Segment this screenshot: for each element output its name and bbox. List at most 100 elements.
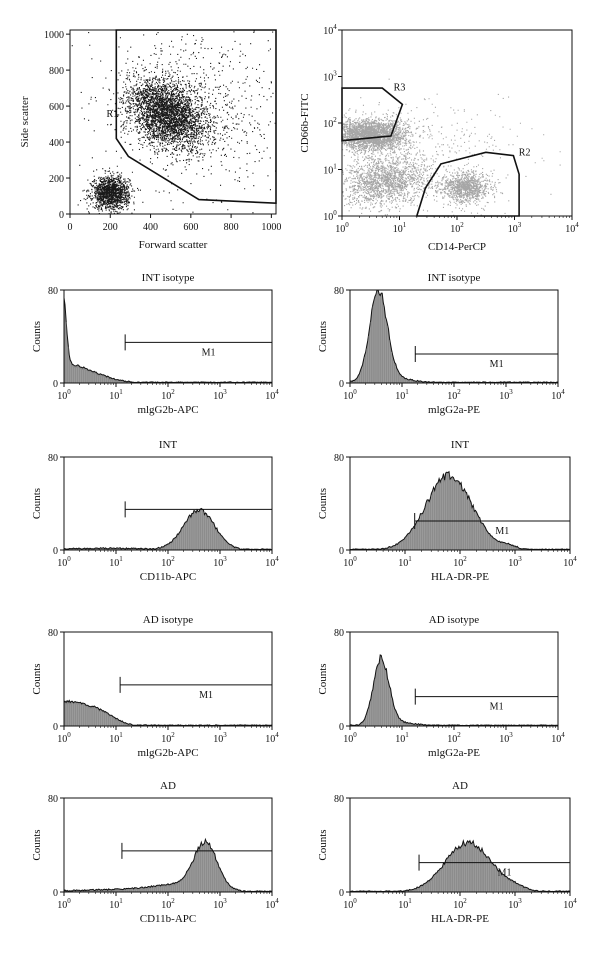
y-tick-label: 103 [323, 70, 337, 84]
marker-m1 [124, 501, 272, 518]
x-tick-label: 104 [265, 731, 279, 745]
x-axis-label: CD11b-APC [140, 571, 196, 583]
x-tick-label: 400 [143, 222, 158, 233]
plot-area [350, 470, 570, 550]
plot-frame [63, 456, 273, 551]
x-tick-label: 100 [335, 221, 349, 235]
y-tick-label: 400 [49, 138, 64, 149]
x-tick-label: 200 [103, 222, 118, 233]
y-tick-label: 1000 [44, 30, 64, 41]
x-tick-label: 101 [398, 897, 412, 911]
x-tick-label: 103 [213, 731, 227, 745]
histogram-texture [350, 473, 570, 550]
x-axis-label: mlgG2a-PE [428, 404, 480, 416]
histogram-texture [350, 657, 558, 726]
chart-title: INT [451, 439, 470, 451]
plot-area [64, 699, 272, 726]
x-tick-label: 100 [57, 731, 71, 745]
x-tick-label: 101 [109, 731, 123, 745]
x-tick-label: 102 [453, 555, 467, 569]
x-axis-label: HLA-DR-PE [431, 571, 489, 583]
x-tick-label: 103 [213, 897, 227, 911]
x-tick-label: 100 [343, 388, 357, 402]
x-axis-label: CD11b-APC [140, 913, 196, 925]
y-tick-label: 0 [53, 546, 58, 557]
y-tick-label: 100 [323, 209, 337, 223]
plot-area [350, 839, 570, 892]
chart-int-isotype-mlgg2a: M1 100 101 102 103 104 0 80 INT isotype mlgG2a-PE… [317, 272, 565, 416]
histogram-area [64, 297, 272, 383]
y-tick-label: 0 [339, 888, 344, 899]
histogram-area [64, 699, 272, 726]
chart-fsc-ssc: R1 0 200 400 600 800 1000 0 200 400 600 800 1000 Forw… [19, 29, 281, 251]
marker-m1 [418, 854, 570, 871]
chart-ad-cd11b: 100 101 102 103 104 0 80 AD CD11b-APC Counts [31, 780, 279, 925]
y-tick-label: 0 [59, 210, 64, 221]
y-axis-label: Counts [317, 663, 329, 694]
y-tick-label: 800 [49, 66, 64, 77]
histogram-area [64, 837, 272, 892]
x-tick-label: 102 [450, 221, 464, 235]
x-axis-label: Forward scatter [139, 239, 208, 251]
chart-ad-hla-dr: M1 100 101 102 103 104 0 80 AD HLA-DR-PE Counts [317, 780, 577, 925]
x-tick-label: 102 [447, 388, 461, 402]
chart-title: AD [452, 780, 468, 792]
y-axis-label: CD66b-FITC [299, 93, 311, 152]
x-axis-label: CD14-PerCP [428, 241, 486, 253]
x-tick-label: 103 [213, 555, 227, 569]
marker-label: M1 [202, 347, 216, 358]
y-tick-label: 0 [53, 379, 58, 390]
chart-title: AD isotype [429, 614, 480, 626]
gate-label-r3: R3 [394, 82, 406, 93]
histogram-area [64, 507, 272, 550]
x-axis-label: mlgG2b-APC [137, 747, 198, 759]
x-tick-label: 101 [109, 897, 123, 911]
marker-label: M1 [498, 868, 512, 879]
x-tick-label: 104 [565, 221, 579, 235]
marker-m1 [414, 688, 558, 705]
y-tick-label: 80 [48, 794, 58, 805]
x-tick-label: 101 [109, 388, 123, 402]
chart-title: AD [160, 780, 176, 792]
y-tick-label: 80 [48, 286, 58, 297]
histogram-texture [64, 703, 272, 726]
y-tick-label: 0 [53, 722, 58, 733]
x-tick-label: 102 [161, 555, 175, 569]
y-tick-label: 0 [53, 888, 58, 899]
scatter-points [71, 30, 276, 214]
marker-m1 [414, 512, 570, 529]
y-tick-label: 80 [334, 794, 344, 805]
x-tick-label: 101 [393, 221, 407, 235]
marker-m1 [121, 842, 272, 859]
scatter-points [342, 78, 561, 216]
x-tick-label: 102 [161, 897, 175, 911]
x-tick-label: 100 [57, 897, 71, 911]
y-axis-label: Counts [31, 663, 43, 694]
chart-title: INT [159, 439, 178, 451]
y-tick-label: 80 [334, 628, 344, 639]
plot-area [64, 507, 272, 550]
plot-area [350, 290, 558, 383]
y-axis-label: Counts [317, 829, 329, 860]
histogram-texture [350, 292, 558, 383]
marker-label: M1 [490, 359, 504, 370]
x-tick-label: 103 [508, 221, 522, 235]
x-tick-label: 104 [563, 555, 577, 569]
gate-label-r2: R2 [519, 148, 531, 159]
y-axis-label: Counts [31, 829, 43, 860]
y-tick-label: 102 [323, 116, 337, 130]
chart-int-cd11b: 100 101 102 103 104 0 80 INT CD11b-APC Counts [31, 439, 279, 583]
x-tick-label: 104 [563, 897, 577, 911]
x-tick-label: 104 [551, 731, 565, 745]
marker-label: M1 [495, 526, 509, 537]
x-tick-label: 100 [57, 555, 71, 569]
histogram-texture [350, 842, 570, 892]
y-tick-label: 80 [334, 286, 344, 297]
gate-r2 [415, 151, 520, 217]
x-tick-label: 101 [109, 555, 123, 569]
y-tick-label: 0 [339, 546, 344, 557]
plot-area [342, 78, 561, 216]
histogram-texture [64, 299, 272, 383]
marker-m1 [414, 345, 558, 362]
